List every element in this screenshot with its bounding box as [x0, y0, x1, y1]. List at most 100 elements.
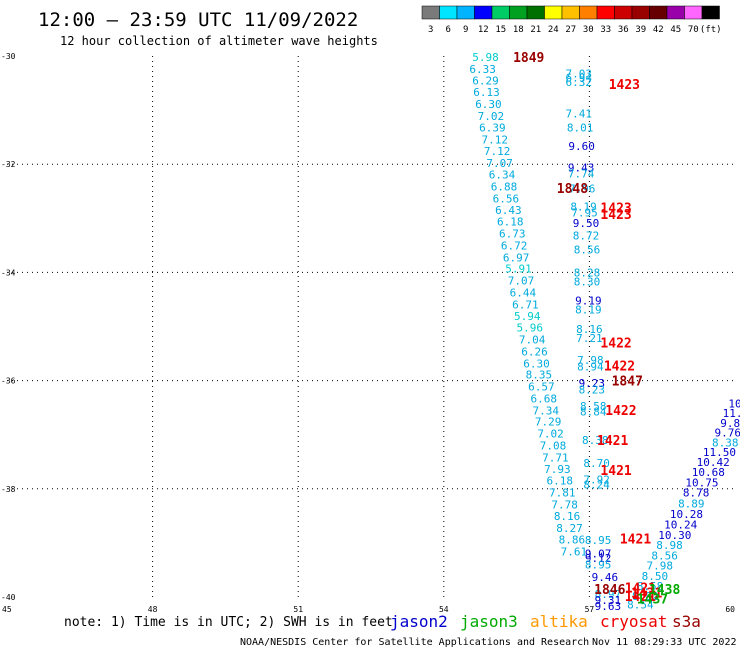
wave-height-point: 6.71 — [512, 298, 539, 311]
x-tick-label: 48 — [148, 605, 158, 614]
page-title: 12:00 – 23:59 UTC 11/09/2022 — [38, 9, 358, 31]
wave-height-point: 7.92 — [583, 474, 610, 487]
satellite-legend: jason2 jason3 altika cryosat s3a — [390, 612, 701, 631]
wave-height-point: 6.13 — [473, 86, 500, 99]
wave-height-point: 6.39 — [479, 121, 506, 134]
wave-height-point: 8.38 — [712, 436, 739, 449]
wave-height-point: 10.42 — [697, 456, 730, 469]
legend-cryosat: cryosat — [600, 612, 667, 631]
wave-height-point: 8.19 — [570, 200, 597, 213]
wave-height-point: 6.68 — [531, 392, 558, 405]
wave-height-point: 8.89 — [678, 497, 705, 510]
wave-height-point: 8.84 — [580, 405, 607, 418]
time-label: 1423 — [600, 208, 631, 223]
wave-height-point: 8.95 — [585, 559, 612, 572]
wave-height-point: 7.41 — [565, 107, 592, 120]
time-label: 1421 — [631, 587, 662, 602]
wave-height-point: 7.21 — [576, 332, 603, 345]
time-label: 1421 — [600, 464, 631, 479]
wave-height-point: 6.18 — [497, 216, 524, 229]
wave-height-point: 8.86 — [559, 534, 586, 547]
wave-height-point: 6.18 — [547, 475, 574, 488]
time-label: 1421 — [597, 434, 628, 449]
time-label: 1437 — [637, 593, 668, 608]
colorbar-swatch — [491, 5, 510, 20]
wave-height-point: 8.72 — [573, 230, 600, 243]
wave-height-point: 9.12 — [585, 552, 612, 565]
y-tick-label: -34 — [1, 268, 16, 277]
time-label: 1422 — [604, 359, 635, 374]
wave-height-point: 8.35 — [526, 369, 553, 382]
colorbar-swatch — [596, 5, 615, 20]
wave-height-point: 9.8 — [720, 417, 740, 430]
wave-height-point: 6.88 — [491, 180, 518, 193]
wave-height-point: 9.43 — [568, 161, 595, 174]
colorbar-swatch — [544, 5, 563, 20]
colorbar-label: 45 — [670, 25, 681, 35]
wave-height-point: 11.50 — [703, 446, 736, 459]
wave-height-point: 6.73 — [499, 227, 526, 240]
time-label: 1849 — [513, 51, 544, 66]
wave-height-point: 6.72 — [501, 239, 528, 252]
wave-height-point: 7.98 — [577, 354, 604, 367]
colorbar-swatch — [649, 5, 668, 20]
wave-height-point: 6.30 — [523, 357, 550, 370]
legend-jason2: jason2 — [390, 612, 448, 631]
wave-height-point: 9.46 — [592, 571, 619, 584]
wave-height-point: 8.38 — [582, 434, 609, 447]
wave-height-point: 8.70 — [583, 457, 610, 470]
wave-height-point: 8.19 — [575, 304, 602, 317]
wave-height-point: 10.30 — [658, 529, 691, 542]
colorbar-swatch — [474, 5, 493, 20]
wave-height-point: 11. — [723, 407, 740, 420]
wave-height-point: 6.34 — [489, 168, 516, 181]
wave-height-point: 7.04 — [519, 333, 546, 346]
y-tick-label: -30 — [1, 52, 16, 61]
wave-height-point: 8.16 — [576, 323, 603, 336]
colorbar-label: 42 — [653, 25, 664, 35]
plot-axes: -30 -32 -34 -36 -38 -40 45 48 51 54 57 60 — [1, 52, 735, 614]
wave-height-point: 8.56 — [651, 549, 678, 562]
colorbar-label: 12 — [478, 25, 489, 35]
x-tick-label: 45 — [2, 605, 12, 614]
time-label: 1846 — [594, 583, 625, 598]
data-points: 5.986.336.296.136.307.026.397.127.127.07… — [469, 51, 740, 613]
wave-height-point: 10.75 — [685, 476, 718, 489]
legend-jason3: jason3 — [460, 612, 518, 631]
wave-height-point: 8.28 — [574, 266, 601, 279]
wave-height-point: 7.07 — [508, 275, 535, 288]
colorbar-swatch — [509, 5, 528, 20]
wave-height-point: 8.27 — [556, 522, 583, 535]
wave-height-point: 8.97 — [595, 588, 622, 601]
wave-height-point: 8.98 — [656, 539, 683, 552]
wave-height-point: 6.29 — [472, 74, 499, 87]
wave-height-point: 9.07 — [585, 548, 612, 561]
time-label: 1422 — [605, 404, 636, 419]
wave-height-point: 6.97 — [503, 251, 530, 264]
colorbar-label: 70 — [688, 25, 699, 35]
colorbar-swatch — [701, 5, 720, 20]
colorbar-swatch — [631, 5, 650, 20]
wave-height-point: 10.28 — [670, 508, 703, 521]
wave-height-point: 6.30 — [475, 98, 502, 111]
colorbar-swatch — [526, 5, 545, 20]
wave-height-point: 8.30 — [574, 276, 601, 289]
wave-height-point: 7.03 — [565, 67, 592, 80]
time-label: 1421 — [625, 590, 656, 605]
wave-height-point: 7.71 — [542, 451, 569, 464]
wave-height-point: 8.24 — [583, 478, 610, 491]
wave-height-point: 10.24 — [664, 519, 697, 532]
wave-height-point: 7.07 — [486, 157, 513, 170]
wave-height-point: 7.34 — [532, 404, 559, 417]
wave-height-point: 6.94 — [565, 72, 592, 85]
colorbar-swatch — [456, 5, 475, 20]
colorbar-label: 6 — [446, 25, 451, 35]
colorbar-label: (ft) — [700, 25, 722, 35]
wave-height-point: 7.78 — [551, 498, 578, 511]
wave-height-point: 5.96 — [516, 322, 543, 335]
time-label: 1438 — [649, 583, 680, 598]
wave-height-point: 7.12 — [484, 145, 511, 158]
plot-grid — [7, 56, 735, 597]
